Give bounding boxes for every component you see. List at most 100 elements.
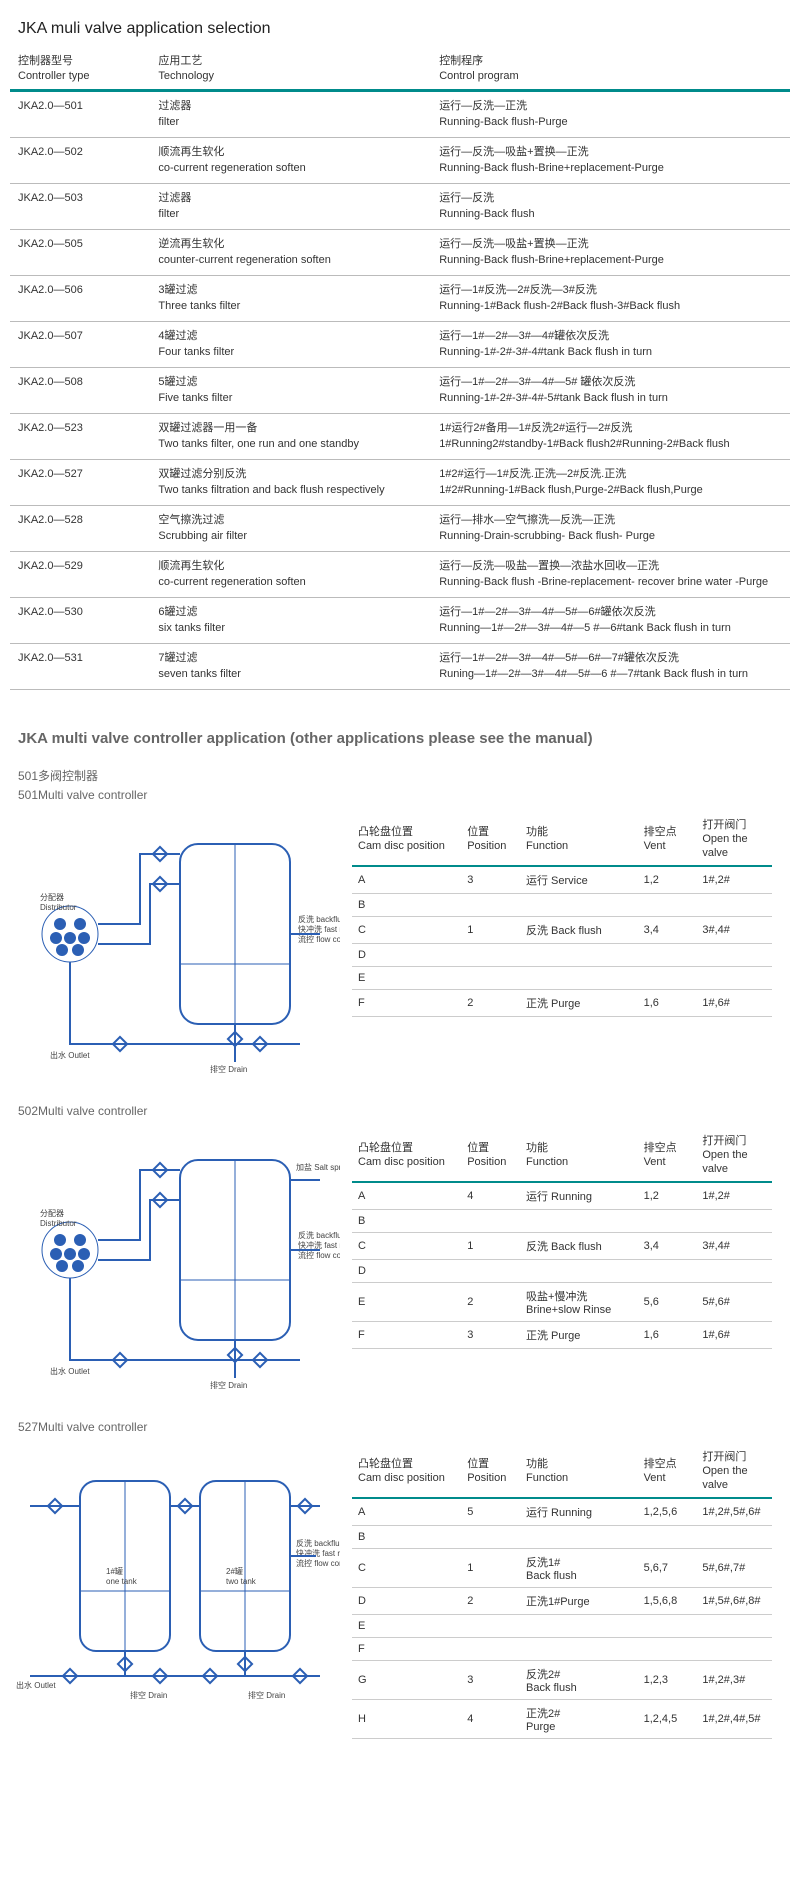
cell-prog: 运行—反洗—吸盐+置换—正洗Running-Back flush-Brine+r…	[431, 137, 790, 183]
cam-row: B	[352, 1209, 772, 1232]
cell-prog: 运行—反洗—吸盐—置换—浓盐水回收—正洗Running-Back flush -…	[431, 551, 790, 597]
table-row: JKA2.0—502顺流再生软化co-current regeneration …	[10, 137, 790, 183]
cell-tech: 7罐过滤seven tanks filter	[150, 643, 431, 689]
controller-subtitle-en: 527Multi valve controller	[18, 1420, 790, 1434]
cell-model: JKA2.0—523	[10, 413, 150, 459]
cell-tech: 5罐过滤Five tanks filter	[150, 367, 431, 413]
svg-text:分配器: 分配器	[40, 893, 64, 902]
controller-subtitle-en: 501Multi valve controller	[18, 788, 790, 802]
svg-text:快冲洗 fast rinse: 快冲洗 fast rinse	[298, 1240, 340, 1250]
svg-text:排空 Drain: 排空 Drain	[210, 1064, 247, 1074]
table-row: JKA2.0—529顺流再生软化co-current regeneration …	[10, 551, 790, 597]
cell-model: JKA2.0—502	[10, 137, 150, 183]
cam-table: 凸轮盘位置Cam disc position位置Position功能Functi…	[352, 1446, 772, 1739]
cell-tech: 顺流再生软化co-current regeneration soften	[150, 137, 431, 183]
svg-text:快冲洗 fast rinse: 快冲洗 fast rinse	[298, 924, 340, 934]
cell-model: JKA2.0—507	[10, 321, 150, 367]
table-row: JKA2.0—5306罐过滤six tanks filter运行—1#—2#—3…	[10, 597, 790, 643]
cam-row: A4运行 Running1,21#,2#	[352, 1182, 772, 1210]
svg-text:加盐 Salt spray: 加盐 Salt spray	[296, 1162, 340, 1172]
svg-text:反洗 backflush: 反洗 backflush	[298, 1230, 340, 1240]
cam-h4: 排空点Vent	[638, 814, 697, 866]
cell-model: JKA2.0—506	[10, 275, 150, 321]
cell-tech: 空气擦洗过滤Scrubbing air filter	[150, 505, 431, 551]
cam-table: 凸轮盘位置Cam disc position位置Position功能Functi…	[352, 1130, 772, 1349]
page-title: JKA muli valve application selection	[10, 20, 790, 38]
svg-text:2#罐: 2#罐	[226, 1566, 243, 1576]
header-controller: 控制器型号Controller type	[10, 50, 150, 89]
cell-prog: 运行—反洗Running-Back flush	[431, 183, 790, 229]
cell-model: JKA2.0—501	[10, 90, 150, 137]
cam-row: B	[352, 893, 772, 916]
cam-h3: 功能Function	[520, 1130, 638, 1182]
svg-text:排空 Drain: 排空 Drain	[130, 1690, 167, 1700]
svg-text:分配器: 分配器	[40, 1209, 64, 1218]
cell-tech: 双罐过滤器一用一备Two tanks filter, one run and o…	[150, 413, 431, 459]
header-program: 控制程序Control program	[431, 50, 790, 89]
cell-tech: 6罐过滤six tanks filter	[150, 597, 431, 643]
controller-diagram: 分配器Distributor出水 Outlet反洗 backflush快冲洗 f…	[10, 1130, 340, 1390]
cell-tech: 过滤器filter	[150, 183, 431, 229]
cam-h2: 位置Position	[461, 814, 520, 866]
svg-text:反洗 backflush: 反洗 backflush	[296, 1538, 340, 1548]
svg-text:Distributor: Distributor	[40, 1219, 77, 1228]
selection-table: 控制器型号Controller type 应用工艺Technology 控制程序…	[10, 50, 790, 690]
svg-text:排空 Drain: 排空 Drain	[248, 1690, 285, 1700]
cell-model: JKA2.0—505	[10, 229, 150, 275]
cell-tech: 逆流再生软化counter-current regeneration softe…	[150, 229, 431, 275]
svg-text:流控 flow control: 流控 flow control	[298, 934, 340, 944]
table-row: JKA2.0—5074罐过滤Four tanks filter运行—1#—2#—…	[10, 321, 790, 367]
cam-row: F3正洗 Purge1,61#,6#	[352, 1321, 772, 1348]
svg-text:出水 Outlet: 出水 Outlet	[16, 1680, 56, 1690]
svg-text:1#罐: 1#罐	[106, 1566, 123, 1576]
svg-text:反洗 backflush: 反洗 backflush	[298, 914, 340, 924]
cell-model: JKA2.0—531	[10, 643, 150, 689]
section-controller-title: JKA multi valve controller application (…	[18, 730, 790, 747]
cam-row: E	[352, 966, 772, 989]
table-row: JKA2.0—501过滤器filter运行—反洗—正洗Running-Back …	[10, 90, 790, 137]
cell-tech: 双罐过滤分别反洗Two tanks filtration and back fl…	[150, 459, 431, 505]
cell-prog: 运行—排水—空气擦洗—反洗—正洗Running-Drain-scrubbing-…	[431, 505, 790, 551]
cell-tech: 顺流再生软化co-current regeneration soften	[150, 551, 431, 597]
cell-model: JKA2.0—508	[10, 367, 150, 413]
table-row: JKA2.0—503过滤器filter运行—反洗Running-Back flu…	[10, 183, 790, 229]
svg-text:排空 Drain: 排空 Drain	[210, 1380, 247, 1390]
cam-h1: 凸轮盘位置Cam disc position	[352, 814, 461, 866]
cell-model: JKA2.0—528	[10, 505, 150, 551]
table-row: JKA2.0—523双罐过滤器一用一备Two tanks filter, one…	[10, 413, 790, 459]
cell-prog: 运行—1#—2#—3#—4#—5#—6#—7#罐依次反洗Runing—1#—2#…	[431, 643, 790, 689]
cam-row: F	[352, 1637, 772, 1660]
table-row: JKA2.0—5317罐过滤seven tanks filter运行—1#—2#…	[10, 643, 790, 689]
cam-row: G3反洗2# Back flush1,2,31#,2#,3#	[352, 1660, 772, 1699]
cam-row: A3运行 Service1,21#,2#	[352, 866, 772, 894]
cam-row: B	[352, 1525, 772, 1548]
cam-h2: 位置Position	[461, 1446, 520, 1498]
cell-prog: 运行—1#—2#—3#—4#罐依次反洗Running-1#-2#-3#-4#ta…	[431, 321, 790, 367]
table-row: JKA2.0—505逆流再生软化counter-current regenera…	[10, 229, 790, 275]
svg-text:出水 Outlet: 出水 Outlet	[50, 1050, 90, 1060]
cell-prog: 运行—反洗—正洗Running-Back flush-Purge	[431, 90, 790, 137]
cell-model: JKA2.0—527	[10, 459, 150, 505]
cam-h3: 功能Function	[520, 814, 638, 866]
cell-model: JKA2.0—529	[10, 551, 150, 597]
cell-prog: 运行—1#反洗—2#反洗—3#反洗Running-1#Back flush-2#…	[431, 275, 790, 321]
header-technology: 应用工艺Technology	[150, 50, 431, 89]
cam-row: D	[352, 1259, 772, 1282]
cell-model: JKA2.0—503	[10, 183, 150, 229]
controller-subtitle-cn: 501多阀控制器	[18, 767, 790, 784]
table-row: JKA2.0—5085罐过滤Five tanks filter运行—1#—2#—…	[10, 367, 790, 413]
cam-row: D2正洗1#Purge1,5,6,81#,5#,6#,8#	[352, 1587, 772, 1614]
cell-tech: 过滤器filter	[150, 90, 431, 137]
cam-row: E2吸盐+慢冲洗 Brine+slow Rinse5,65#,6#	[352, 1282, 772, 1321]
cam-h4: 排空点Vent	[638, 1446, 697, 1498]
svg-text:one tank: one tank	[106, 1577, 138, 1586]
cam-h3: 功能Function	[520, 1446, 638, 1498]
cam-table: 凸轮盘位置Cam disc position位置Position功能Functi…	[352, 814, 772, 1017]
cell-prog: 1#运行2#备用—1#反洗2#运行—2#反洗1#Running2#standby…	[431, 413, 790, 459]
cam-row: H4正洗2# Purge1,2,4,51#,2#,4#,5#	[352, 1699, 772, 1738]
svg-text:two tank: two tank	[226, 1577, 257, 1586]
controller-diagram: 1#罐one tank 2#罐two tank 出水 Outlet 排空 Drain 排…	[10, 1446, 340, 1706]
svg-text:Distributor: Distributor	[40, 903, 77, 912]
svg-text:流控 flow control: 流控 flow control	[296, 1558, 340, 1568]
cam-h5: 打开阀门Open the valve	[696, 1130, 772, 1182]
